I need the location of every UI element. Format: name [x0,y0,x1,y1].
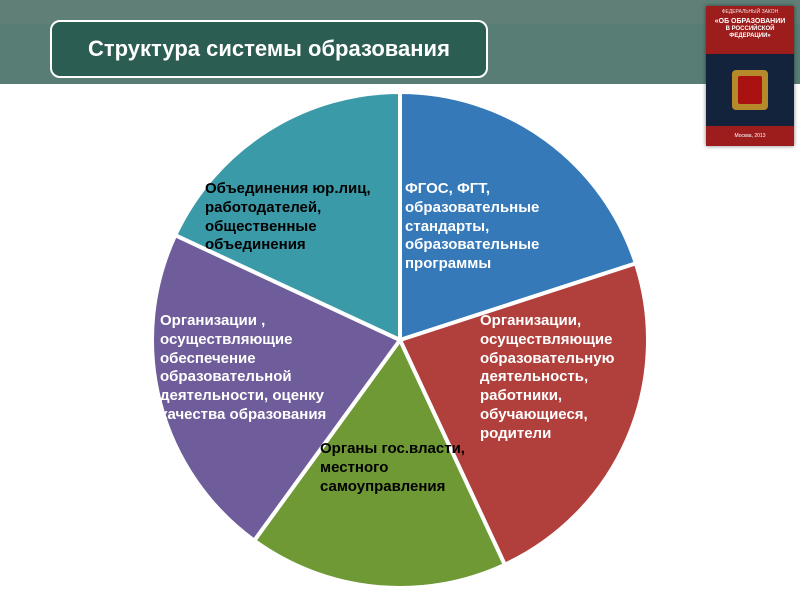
emblem-icon [732,70,768,110]
pie-slice-label-1: Организации, осуществляющие образователь… [480,312,655,443]
book-kicker: ФЕДЕРАЛЬНЫЙ ЗАКОН [710,10,790,16]
page-title: Структура системы образования [50,20,488,78]
pie-slice-label-0: ФГОС, ФГТ, образовательные стандарты, об… [405,180,580,274]
book-cover: ФЕДЕРАЛЬНЫЙ ЗАКОН «ОБ ОБРАЗОВАНИИ В РОСС… [706,6,794,146]
pie-slice-label-4: Объединения юр.лиц, работодателей, общес… [205,180,390,255]
book-header: ФЕДЕРАЛЬНЫЙ ЗАКОН «ОБ ОБРАЗОВАНИИ В РОСС… [706,6,794,54]
book-footer: Москва, 2013 [706,126,794,146]
book-title-line2: В РОССИЙСКОЙ ФЕДЕРАЦИИ» [710,26,790,40]
book-title-line1: «ОБ ОБРАЗОВАНИИ [710,18,790,26]
book-emblem-panel [706,54,794,126]
pie-chart: ФГОС, ФГТ, образовательные стандарты, об… [150,90,650,590]
slide: { "layout": { "width": 800, "height": 60… [0,0,800,600]
pie-slice-label-3: Организации , осуществляющие обеспечение… [160,312,345,425]
pie-slice-label-2: Органы гос.власти, местного самоуправлен… [320,440,485,496]
